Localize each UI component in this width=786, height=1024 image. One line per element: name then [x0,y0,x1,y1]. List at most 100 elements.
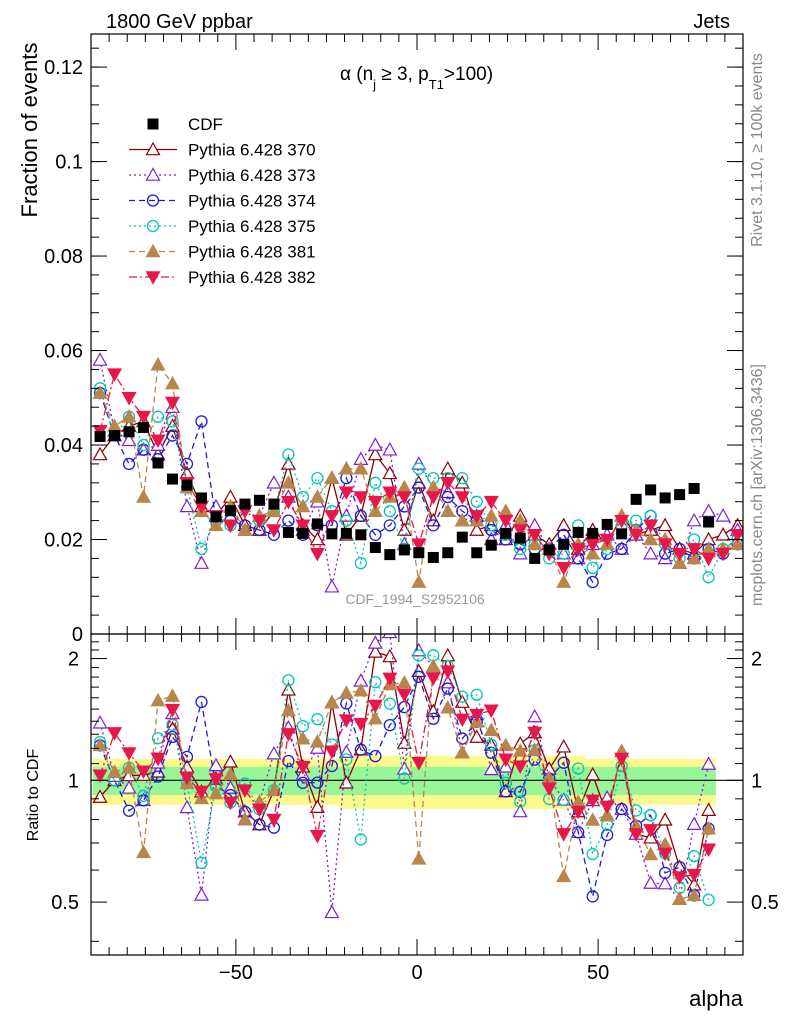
watermark: CDF_1994_S2952106 [345,591,485,607]
series-5-main [92,368,743,576]
series-ratio-point [572,826,585,839]
cdf-point [181,479,193,491]
series-point [121,432,137,447]
series-point [672,547,688,562]
series-point [92,446,108,461]
series-point [672,555,688,569]
y-tick-label: 0.02 [44,530,83,552]
series-point [411,538,427,552]
series-point [427,519,440,532]
series-ratio-point [266,813,282,828]
series-point [324,579,340,593]
series-ratio-point [512,803,528,818]
series-point [309,489,325,503]
series-ratio-point [527,742,543,756]
cdf-point [529,552,541,564]
title-mid: ≥ 3, p [376,64,429,85]
cdf-point [558,538,570,550]
series-ratio-point [687,850,701,863]
series-point [441,490,454,504]
series-5-ratio [92,665,717,885]
series-point [485,523,498,537]
cdf-point [123,426,135,438]
series-ratio-point [195,856,208,870]
series-point [195,415,208,428]
series-ratio-point [657,847,673,862]
legend-label: Pythia 6.428 373 [188,166,316,185]
ratio-axis-label: Ratio to CDF [25,749,42,842]
cdf-point [514,532,526,544]
series-point [179,498,195,513]
series-ratio-point [367,635,383,649]
series-point [295,498,311,513]
legend-entry: Pythia 6.428 370 [129,141,316,160]
series-ratio-point [499,776,512,789]
series-ratio-point [354,743,368,756]
series-ratio-point [324,904,340,919]
series-point [657,517,673,532]
series-ratio-point [601,828,614,842]
series-point [628,528,644,543]
cdf-point [587,527,599,539]
series-ratio-point [280,702,296,717]
series-ratio-point [556,868,572,883]
cdf-points [94,422,715,564]
series-ratio-point [396,688,412,703]
series-point [193,555,209,569]
series-point [412,481,425,494]
series-point [527,536,543,551]
series-ratio-point [599,800,615,815]
series-point [585,545,601,560]
series-point [222,519,238,534]
series-point [382,465,398,480]
series-ratio-point [702,893,715,907]
cdf-point [384,549,396,561]
series-point [208,517,224,532]
series-ratio-point [586,847,599,861]
series-ratio-point [440,647,456,662]
series-point [657,538,673,552]
cdf-point [282,526,294,538]
x-axis-label: alpha [689,986,744,1011]
series-ratio-point [324,694,340,709]
cdf-point [442,547,454,559]
series-ratio-point [150,752,166,767]
series-ratio-point [383,718,396,732]
series-point [614,514,630,529]
x-tick-label: 0 [411,962,422,984]
cdf-point [630,493,642,505]
series-ratio-point [440,665,456,679]
series-ratio-point [164,688,181,702]
series-ratio-point [92,715,108,729]
series-ratio-point [454,713,470,728]
series-ratio-point [295,730,311,745]
cdf-point [253,494,265,506]
series-point [469,522,485,536]
series-ratio-point [499,785,512,798]
y-tick-label: 0.08 [44,246,83,268]
cdf-point [369,542,381,554]
series-ratio-point [324,745,340,760]
series-ratio-point [136,844,152,859]
series-ratio-point [483,704,499,719]
series-ratio-point [311,776,324,789]
series-1-ratio [92,634,717,919]
series-ratio-point [179,799,195,814]
title-sub-j: j [372,77,376,92]
series-ratio-point [483,761,499,776]
series-ratio-point [92,737,108,752]
series-point [251,514,267,529]
ratio-tick-label-right: 1 [751,770,762,792]
series-point [425,479,441,494]
series-ratio-point [701,820,717,835]
series-ratio-point [541,782,557,797]
series-point [136,410,152,425]
series-point [411,574,427,588]
series-ratio-point [614,752,630,767]
series-ratio-point [425,658,441,673]
legend-label: Pythia 6.428 382 [188,268,316,287]
series-point [643,531,659,546]
series-point [715,508,731,522]
series-ratio-point [485,738,498,752]
